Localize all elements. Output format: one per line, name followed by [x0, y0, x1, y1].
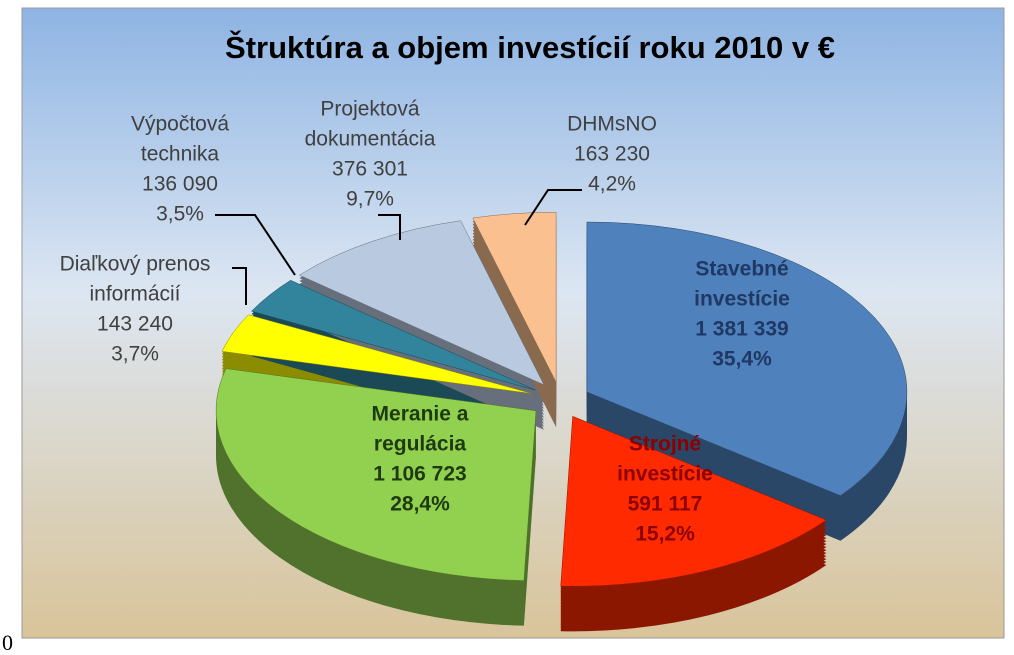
leader-line — [215, 214, 296, 276]
percent-label: 35,4% — [712, 348, 772, 371]
leader-line — [524, 189, 582, 226]
value-label: 143 240 — [97, 313, 173, 336]
slice-label: Stavebné — [695, 258, 788, 281]
slice — [560, 415, 827, 587]
slice — [298, 220, 545, 386]
chart-title: Štruktúra a objem investícií roku 2010 v… — [225, 29, 835, 65]
value-label: 591 117 — [628, 493, 703, 516]
slice-label: technika — [141, 143, 220, 166]
slice-label: dokumentácia — [305, 128, 436, 151]
leader-line — [378, 214, 401, 240]
slice-label: DHMsNO — [567, 113, 657, 136]
percent-label: 3,5% — [156, 203, 204, 226]
slice-label: Strojné — [629, 433, 701, 456]
footnote: 0 — [2, 630, 13, 655]
slice — [586, 221, 908, 496]
slice-label: regulácia — [374, 433, 467, 456]
slice — [251, 280, 536, 391]
percent-label: 3,7% — [111, 343, 159, 366]
percent-label: 15,2% — [635, 523, 695, 546]
slice-label: investície — [694, 288, 790, 311]
slice-label: Projektová — [320, 98, 420, 121]
value-label: 136 090 — [142, 173, 218, 196]
percent-label: 28,4% — [390, 493, 450, 516]
slice — [472, 211, 557, 383]
percent-label: 4,2% — [588, 173, 636, 196]
value-label: 1 381 339 — [695, 318, 788, 341]
slice-label: investície — [617, 463, 713, 486]
slice-label: Diaľkový prenos — [60, 253, 211, 276]
percent-label: 9,7% — [346, 188, 394, 211]
value-label: 1 106 723 — [373, 463, 466, 486]
leader-line — [232, 267, 247, 305]
slice — [221, 314, 533, 394]
value-label: 163 230 — [574, 143, 650, 166]
value-label: 376 301 — [332, 158, 408, 181]
slice-label: Výpočtová — [131, 113, 229, 136]
slice — [215, 368, 537, 581]
slice-label: informácií — [89, 283, 180, 306]
slice-label: Meranie a — [372, 403, 469, 426]
